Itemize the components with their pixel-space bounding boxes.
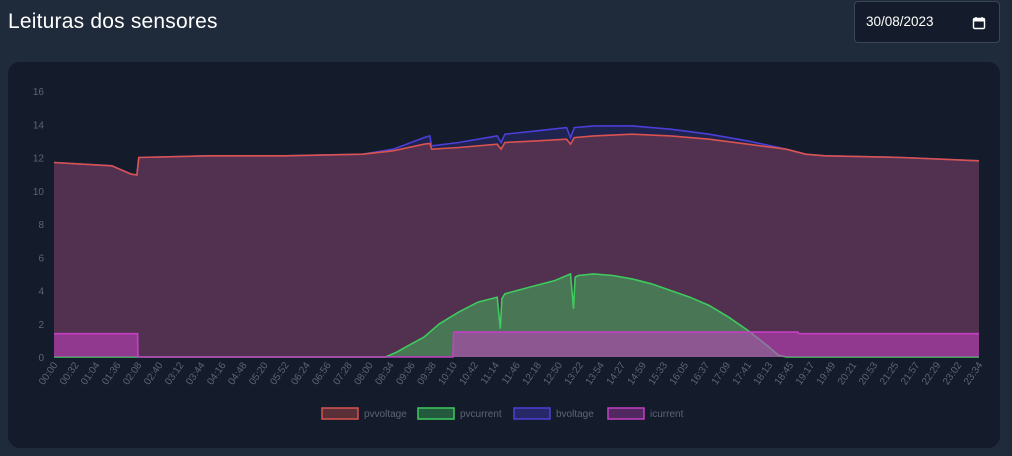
x-tick-label: 14:59	[626, 360, 650, 387]
x-tick-label: 09:06	[394, 360, 418, 387]
y-tick-label: 10	[33, 187, 45, 198]
legend-label: icurrent	[650, 409, 684, 420]
legend-label: pvcurrent	[460, 409, 502, 420]
x-tick-label: 20:53	[857, 360, 881, 387]
x-tick-label: 05:20	[247, 360, 271, 387]
bvoltage-area	[54, 125, 979, 358]
date-value[interactable]: 30/08/2023	[866, 14, 934, 29]
chart-card: 0 2 4 6 8 10 12 14 16 00:00 00:32 01:04 01:36 02:08 0…	[8, 62, 1000, 448]
x-tick-label: 17:41	[731, 360, 755, 387]
x-tick-label: 01:36	[100, 360, 124, 387]
x-tick-label: 11:14	[479, 360, 502, 387]
x-tick-label: 12:18	[521, 360, 545, 387]
x-tick-label: 12:50	[542, 360, 566, 387]
pvcurrent-line	[54, 272, 979, 358]
date-picker[interactable]: 30/08/2023	[854, 1, 1000, 43]
y-tick-label: 4	[38, 287, 44, 298]
x-tick-label: 10:10	[437, 360, 461, 387]
x-tick-label: 06:24	[289, 360, 313, 387]
x-tick-label: 04:48	[226, 360, 250, 387]
x-tick-label: 02:40	[142, 360, 166, 387]
x-tick-label: 10:42	[458, 360, 482, 387]
x-tick-label: 17:09	[710, 360, 734, 387]
x-tick-label: 15:33	[647, 360, 671, 387]
x-tick-label: 21:25	[878, 360, 902, 387]
x-tick-label: 16:37	[689, 360, 713, 387]
icurrent-area	[54, 332, 979, 357]
legend-item-pvvoltage[interactable]: pvvoltage	[321, 407, 407, 420]
y-tick-label: 6	[38, 253, 44, 264]
legend-swatch	[607, 407, 645, 420]
legend-swatch	[417, 407, 455, 420]
x-tick-label: 16:05	[668, 360, 692, 387]
x-tick-label: 21:57	[899, 360, 923, 387]
x-tick-label: 22:29	[920, 360, 944, 387]
legend-item-pvcurrent[interactable]: pvcurrent	[417, 407, 502, 420]
legend-item-icurrent[interactable]: icurrent	[607, 407, 684, 420]
x-tick-label: 00:00	[37, 360, 61, 387]
x-tick-label: 04:16	[205, 360, 229, 387]
x-tick-label: 23:02	[941, 360, 965, 387]
page-title: Leituras dos sensores	[8, 10, 218, 33]
legend-swatch	[321, 407, 359, 420]
x-tick-label: 06:56	[310, 360, 334, 387]
x-tick-label: 19:49	[815, 360, 839, 387]
y-tick-label: 2	[38, 320, 44, 331]
y-tick-label: 16	[33, 87, 45, 98]
calendar-icon[interactable]	[972, 16, 986, 30]
legend-label: bvoltage	[556, 409, 594, 420]
x-tick-label: 08:00	[352, 360, 376, 387]
x-tick-label: 13:22	[563, 360, 587, 387]
x-tick-label: 05:52	[268, 360, 292, 387]
legend-label: pvvoltage	[364, 409, 407, 420]
legend-item-bvoltage[interactable]: bvoltage	[513, 407, 594, 420]
pvvoltage-line	[53, 133, 980, 176]
x-tick-label: 02:08	[121, 360, 145, 387]
x-tick-label: 03:12	[163, 360, 187, 387]
y-tick-label: 0	[38, 353, 44, 364]
x-tick-label: 18:45	[773, 360, 797, 387]
x-tick-label: 19:17	[794, 360, 818, 387]
x-tick-label: 01:04	[79, 360, 103, 387]
x-tick-label: 23:34	[962, 360, 986, 387]
x-tick-label: 18:13	[752, 360, 776, 387]
x-tick-label: 14:27	[605, 360, 629, 387]
x-tick-label: 07:28	[331, 360, 355, 387]
x-tick-label: 03:44	[184, 360, 208, 387]
y-tick-label: 12	[33, 154, 45, 165]
legend-swatch	[513, 407, 551, 420]
pvvoltage-area	[54, 134, 979, 357]
y-tick-label: 8	[38, 220, 44, 231]
x-tick-label: 11:46	[500, 360, 523, 387]
y-tick-label: 14	[33, 120, 45, 131]
x-tick-label: 13:54	[584, 360, 608, 387]
x-tick-label: 00:32	[58, 360, 82, 387]
x-tick-label: 08:34	[373, 360, 397, 387]
icurrent-line	[54, 331, 979, 358]
x-tick-label: 09:38	[415, 360, 439, 387]
x-tick-label: 20:21	[836, 360, 860, 387]
